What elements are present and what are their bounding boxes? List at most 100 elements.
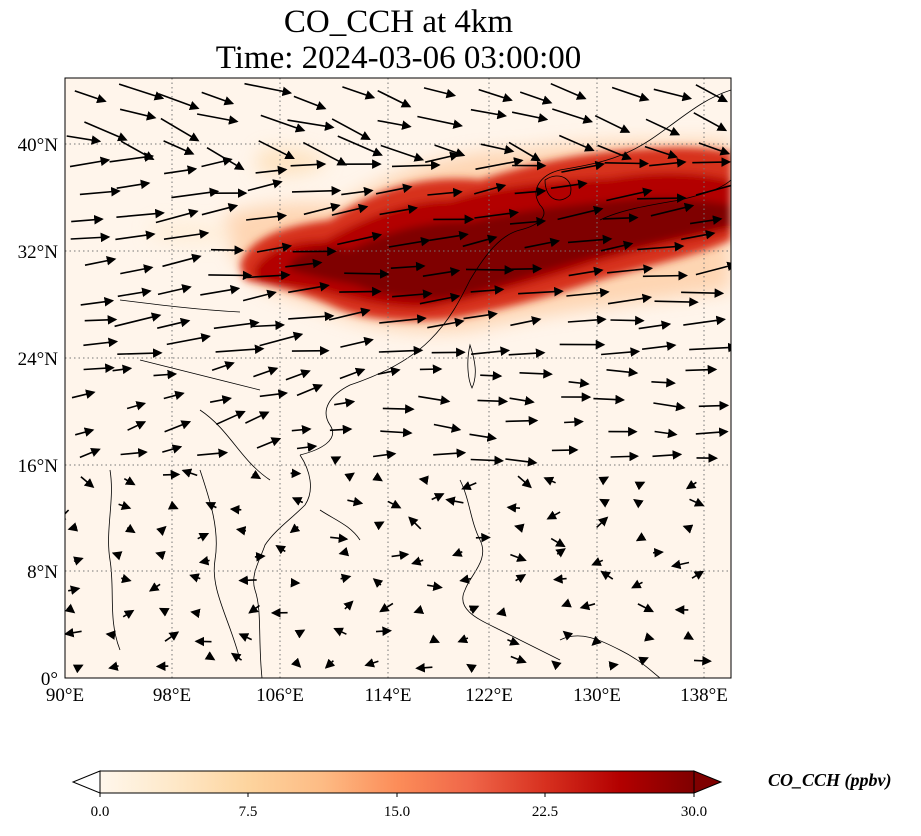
- wind-arrow: [635, 532, 647, 542]
- lon-tick-90: 90°E: [46, 685, 84, 706]
- wind-arrow: [591, 557, 604, 566]
- wind-arrow: [162, 469, 181, 480]
- wind-arrow: [564, 417, 584, 427]
- wind-arrow: [507, 636, 520, 646]
- wind-arrow: [155, 208, 199, 224]
- wind-arrow: [515, 574, 527, 584]
- wind-arrow: [156, 525, 167, 536]
- lat-tick-16: 16°N: [18, 456, 59, 477]
- wind-arrow: [567, 234, 613, 245]
- wind-arrow: [291, 657, 302, 668]
- wind-arrow: [340, 573, 352, 584]
- wind-arrow: [433, 448, 467, 459]
- wind-arrow: [594, 114, 631, 133]
- lon-tick-138: 138°E: [680, 685, 728, 706]
- wind-arrow: [610, 315, 645, 326]
- wind-arrow: [610, 451, 639, 462]
- lat-tick-labels: 0° 8°N 16°N 24°N 32°N 40°N: [18, 135, 59, 690]
- wind-arrow: [247, 270, 291, 281]
- wind-arrow: [445, 496, 464, 506]
- wind-arrow: [408, 516, 422, 530]
- wind-arrow: [470, 108, 507, 120]
- wind-arrow: [645, 118, 681, 136]
- wind-arrow: [510, 654, 527, 664]
- wind-arrow: [285, 369, 311, 381]
- wind-arrow: [302, 141, 348, 166]
- lon-tick-labels: 90°E 98°E 106°E 114°E 122°E 130°E 138°E: [46, 685, 728, 706]
- wind-arrow: [377, 366, 401, 377]
- wind-arrow: [391, 550, 410, 561]
- wind-arrow: [246, 211, 288, 222]
- wind-arrow: [681, 288, 725, 298]
- wind-arrow: [256, 242, 293, 253]
- wind-arrow: [338, 546, 350, 557]
- wind-arrow: [562, 630, 574, 641]
- wind-arrow: [452, 547, 463, 557]
- wind-arrow: [642, 270, 688, 281]
- wind-vectors: [65, 82, 731, 674]
- wind-arrow: [256, 437, 282, 449]
- wind-arrow: [608, 661, 619, 671]
- wind-arrow: [238, 633, 253, 642]
- wind-arrow: [287, 119, 335, 131]
- wind-arrow: [654, 297, 699, 307]
- wind-arrow: [591, 635, 602, 646]
- lat-tick-40: 40°N: [18, 135, 59, 156]
- colorbar-tick-15: 15.0: [384, 804, 410, 820]
- lat-tick-24: 24°N: [18, 349, 59, 370]
- wind-arrow: [201, 203, 239, 216]
- wind-arrow: [390, 261, 426, 272]
- wind-arrow: [230, 652, 243, 663]
- lat-tick-32: 32°N: [18, 242, 59, 263]
- map-title-line-1: CO_CCH at 4km: [283, 4, 514, 40]
- wind-arrow: [470, 455, 504, 466]
- wind-arrow: [691, 570, 705, 580]
- wind-arrow: [681, 229, 716, 241]
- wind-arrow: [294, 629, 306, 639]
- wind-arrow: [72, 664, 84, 674]
- wind-arrow: [637, 193, 687, 203]
- wind-arrow: [637, 241, 685, 252]
- wind-arrow: [328, 307, 371, 321]
- wind-arrow: [391, 160, 441, 171]
- wind-arrow: [558, 134, 595, 152]
- colorbar-tick-7-5: 7.5: [239, 804, 258, 820]
- map-frame: [64, 77, 732, 679]
- wind-arrow: [158, 607, 170, 617]
- wind-arrow: [514, 523, 525, 533]
- wind-arrow: [551, 660, 562, 671]
- wind-arrow: [65, 509, 70, 523]
- wind-arrow: [66, 135, 102, 145]
- wind-arrow: [380, 144, 425, 162]
- wind-arrow: [339, 367, 366, 380]
- wind-arrow: [466, 663, 477, 674]
- wind-arrow: [600, 570, 614, 581]
- wind-arrow: [189, 573, 201, 583]
- wind-arrow: [111, 551, 123, 561]
- wind-arrow: [213, 318, 260, 330]
- wind-arrow: [682, 524, 694, 534]
- wind-arrow: [80, 476, 95, 489]
- wind-arrow: [289, 523, 301, 534]
- wind-arrow: [600, 240, 634, 252]
- wind-arrow: [105, 630, 116, 640]
- wind-arrow: [475, 157, 524, 170]
- wind-arrow: [379, 602, 394, 613]
- wind-arrow: [254, 552, 266, 562]
- wind-arrow: [551, 445, 579, 455]
- wind-arrow: [157, 284, 192, 296]
- wind-arrow: [162, 444, 183, 454]
- wind-arrow: [470, 285, 505, 295]
- wind-arrow: [598, 476, 610, 486]
- wind-arrow: [84, 315, 118, 325]
- wind-arrow: [83, 363, 115, 373]
- wind-arrow: [197, 532, 210, 542]
- wind-arrow: [650, 202, 695, 217]
- lat-tick-0: 0°: [41, 669, 58, 690]
- wind-arrow: [163, 165, 198, 175]
- wind-arrow: [196, 113, 239, 125]
- wind-arrow: [599, 498, 610, 508]
- wind-arrow: [330, 456, 342, 466]
- gridlines: [65, 78, 731, 678]
- lon-tick-106: 106°E: [256, 685, 304, 706]
